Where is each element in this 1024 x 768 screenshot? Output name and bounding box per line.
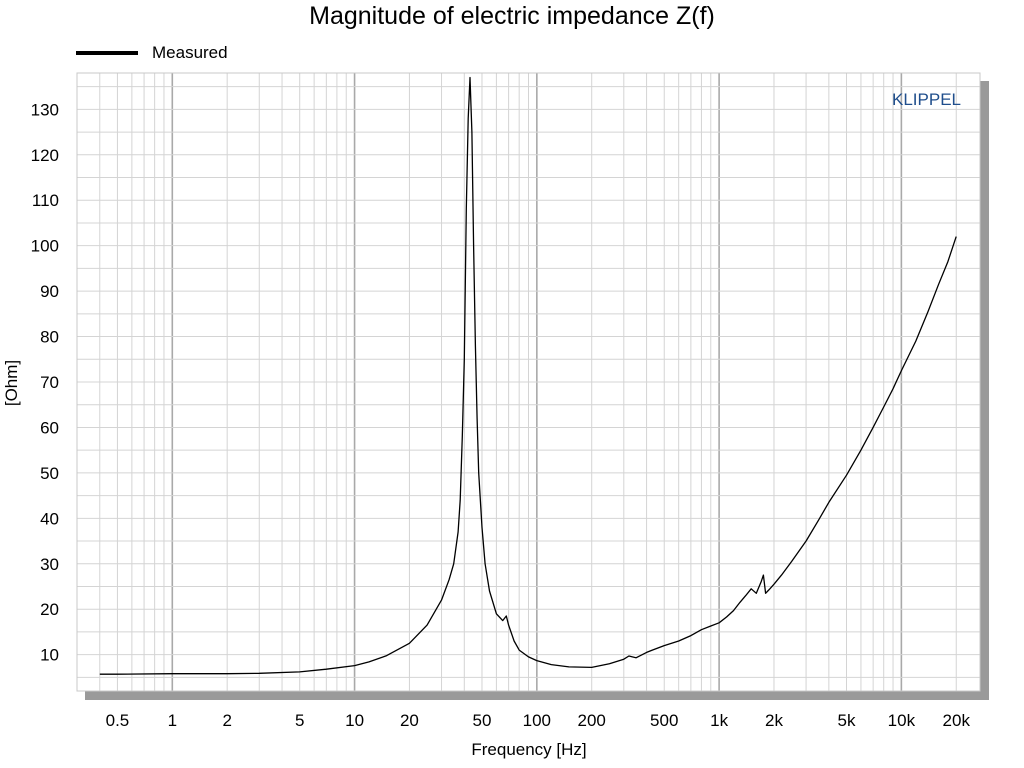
x-tick-label: 50 <box>473 711 492 730</box>
x-tick-label: 1 <box>168 711 177 730</box>
y-tick-label: 120 <box>31 146 59 165</box>
x-tick-labels: 0.5 1 2 5 10 20 50 100 200 500 1k 2k 5k 10k 20k <box>106 711 971 730</box>
y-tick-label: 100 <box>31 237 59 256</box>
y-tick-label: 40 <box>40 509 59 528</box>
legend-label: Measured <box>152 43 228 62</box>
y-tick-label: 50 <box>40 464 59 483</box>
x-tick-label: 200 <box>578 711 606 730</box>
x-tick-label: 10k <box>888 711 916 730</box>
chart-title: Magnitude of electric impedance Z(f) <box>309 2 715 30</box>
x-tick-label: 5 <box>295 711 304 730</box>
x-tick-label: 10 <box>345 711 364 730</box>
y-tick-label: 60 <box>40 418 59 437</box>
series-line-measured <box>99 76 957 675</box>
x-tick-label: 5k <box>838 711 856 730</box>
plot-border <box>76 72 981 692</box>
y-tick-label: 10 <box>40 646 59 665</box>
plot-frame <box>76 72 981 692</box>
y-tick-labels: 10 20 30 40 50 60 70 80 90 100 110 120 130 <box>31 100 59 664</box>
legend-swatch <box>76 51 138 55</box>
series-layer <box>99 76 957 675</box>
plot-shadow <box>85 81 989 700</box>
x-tick-label: 0.5 <box>106 711 130 730</box>
y-axis-label: [Ohm] <box>2 360 21 406</box>
y-tick-label: 130 <box>31 100 59 119</box>
y-tick-label: 20 <box>40 600 59 619</box>
y-tick-label: 90 <box>40 282 59 301</box>
legend: Measured <box>76 42 228 64</box>
y-tick-label: 70 <box>40 373 59 392</box>
y-tick-label: 30 <box>40 555 59 574</box>
grid <box>76 73 980 691</box>
y-tick-label: 110 <box>32 191 59 210</box>
x-axis-label: Frequency [Hz] <box>471 740 586 759</box>
plot-shadow-bottom <box>85 691 989 700</box>
x-tick-label: 1k <box>710 711 728 730</box>
plot-shadow-right <box>980 81 989 699</box>
y-tick-label: 80 <box>40 328 59 347</box>
x-tick-label: 2 <box>222 711 231 730</box>
x-tick-label: 20k <box>943 711 971 730</box>
x-tick-label: 100 <box>523 711 551 730</box>
x-tick-label: 500 <box>650 711 678 730</box>
klippel-watermark: KLIPPEL <box>892 90 961 109</box>
x-tick-label: 20 <box>400 711 419 730</box>
x-tick-label: 2k <box>765 711 783 730</box>
